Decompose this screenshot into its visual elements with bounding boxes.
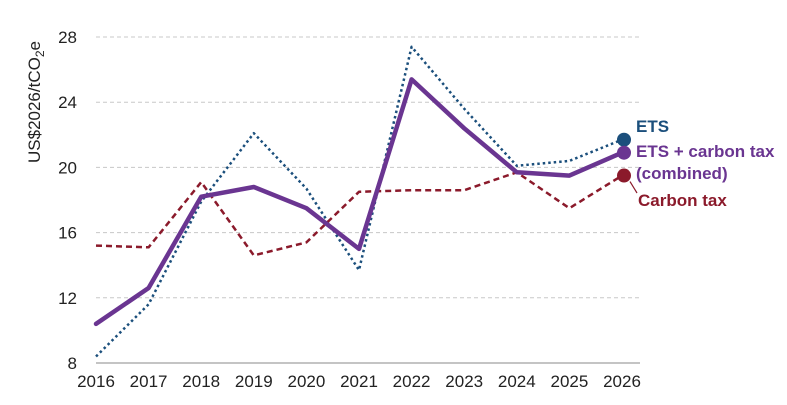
y-tick-label: 16 [58, 224, 77, 243]
y-axis: 8 12 16 20 24 28 [58, 28, 77, 373]
y-tick-label: 12 [58, 289, 77, 308]
gridlines [96, 36, 640, 364]
end-marker-ets-carbon-tax-combined [617, 145, 631, 160]
y-axis-title: US$2026/tCO2e [25, 41, 47, 163]
x-tick-label: 2019 [235, 372, 273, 391]
y-tick-label: 20 [58, 158, 77, 177]
x-tick-label: 2023 [445, 372, 483, 391]
x-tick-label: 2024 [498, 372, 536, 391]
y-axis-title-suffix: e [25, 41, 44, 50]
x-tick-label: 2016 [77, 372, 115, 391]
x-tick-label: 2020 [287, 372, 325, 391]
y-axis-title-main: US$2026/tCO [25, 57, 44, 163]
end-marker-carbon-tax [617, 168, 631, 183]
series-label-line: (combined) [636, 164, 728, 183]
y-tick-label: 28 [58, 28, 77, 47]
series-label-line: ETS + carbon tax [636, 142, 775, 161]
y-axis-title-subscript: 2 [33, 50, 47, 57]
end-marker-ets [617, 132, 631, 147]
series-lines [93, 45, 625, 358]
series-line-carbon-tax [95, 171, 623, 257]
x-tick-label: 2022 [393, 372, 431, 391]
series-end-markers [617, 132, 631, 183]
y-tick-label: 8 [68, 354, 77, 373]
series-label-line: Carbon tax [638, 191, 727, 210]
series-label-line: ETS [636, 117, 669, 136]
carbon-tax-leader-line [629, 181, 638, 194]
x-tick-label: 2018 [182, 372, 220, 391]
x-tick-label: 2021 [340, 372, 378, 391]
series-line-ets-carbon-tax-combined [93, 77, 625, 327]
x-tick-label: 2026 [603, 372, 641, 391]
series-line-ets [95, 45, 623, 358]
x-axis: 2016 2017 2018 2019 2020 2021 2022 2023 2024 2025… [77, 372, 641, 391]
x-tick-label: 2017 [130, 372, 168, 391]
y-tick-label: 24 [58, 93, 77, 112]
series-label-carbon-tax: Carbon tax [638, 191, 727, 210]
series-label-ets-carbon-tax-combined: ETS + carbon tax (combined) [636, 142, 775, 183]
x-tick-label: 2025 [550, 372, 588, 391]
series-label-ets: ETS [636, 117, 669, 136]
series-labels: ETS ETS + carbon tax (combined) Carbon tax [629, 117, 775, 210]
